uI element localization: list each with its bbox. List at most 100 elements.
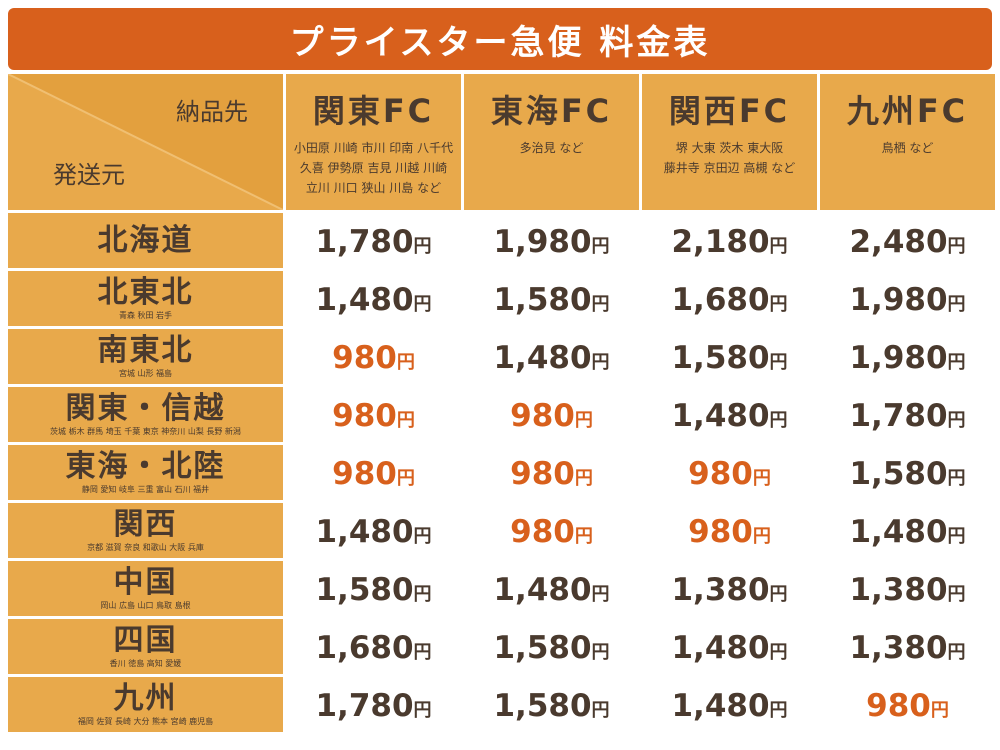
price-number: 1,580 [493,688,592,724]
price-value: 980円 [688,514,771,550]
price-number: 1,480 [671,398,770,434]
origin-header: 中国 岡山 広島 山口 鳥取 島根 [8,561,283,616]
currency-unit: 円 [591,236,610,257]
currency-unit: 円 [413,642,432,663]
currency-unit: 円 [947,410,966,431]
currency-unit: 円 [396,352,415,373]
price-cell: 1,780円 [286,677,461,732]
price-number: 980 [332,456,397,492]
price-value: 980円 [332,456,415,492]
destination-header: 関西FC 堺 大東 茨木 東大阪 藤井寺 京田辺 高槻 など [642,74,817,210]
currency-unit: 円 [752,468,771,489]
price-number: 980 [332,398,397,434]
price-value: 980円 [688,456,771,492]
price-value: 980円 [510,514,593,550]
price-value: 1,480円 [671,688,787,724]
currency-unit: 円 [413,526,432,547]
price-cell: 1,480円 [464,561,639,616]
origin-header: 九州 福岡 佐賀 長崎 大分 熊本 宮崎 鹿児島 [8,677,283,732]
price-value: 1,480円 [671,630,787,666]
price-number: 1,780 [315,224,414,260]
price-value: 1,580円 [671,340,787,376]
price-cell: 980円 [286,387,461,442]
price-value: 1,580円 [493,688,609,724]
price-cell: 1,380円 [820,619,995,674]
currency-unit: 円 [574,410,593,431]
price-number: 1,680 [315,630,414,666]
origin-prefectures: 青森 秋田 岩手 [118,311,173,320]
currency-unit: 円 [591,642,610,663]
price-cell: 1,480円 [286,271,461,326]
price-cell: 1,580円 [642,329,817,384]
price-cell: 1,380円 [820,561,995,616]
price-cell: 980円 [464,445,639,500]
corner-diagonal [8,74,283,210]
price-cell: 1,680円 [286,619,461,674]
price-number: 980 [332,340,397,376]
destination-areas: 堺 大東 茨木 東大阪 藤井寺 京田辺 高槻 など [663,141,796,175]
currency-unit: 円 [769,352,788,373]
currency-unit: 円 [591,294,610,315]
price-number: 980 [510,514,575,550]
currency-unit: 円 [591,700,610,721]
price-value: 1,380円 [671,572,787,608]
price-cell: 2,180円 [642,213,817,268]
origin-prefectures: 宮城 山形 福島 [118,369,173,378]
currency-unit: 円 [947,352,966,373]
price-cell: 1,580円 [464,677,639,732]
price-value: 1,780円 [315,688,431,724]
destination-name: 東海FC [490,92,613,130]
price-number: 2,480 [849,224,948,260]
price-number: 1,980 [493,224,592,260]
origin-header: 東海・北陸 静岡 愛知 岐阜 三重 富山 石川 福井 [8,445,283,500]
price-number: 1,980 [849,340,948,376]
currency-unit: 円 [396,468,415,489]
price-value: 2,180円 [671,224,787,260]
price-value: 1,480円 [315,282,431,318]
price-number: 1,380 [849,630,948,666]
currency-unit: 円 [947,468,966,489]
price-cell: 980円 [642,445,817,500]
price-cell: 1,580円 [286,561,461,616]
price-value: 1,780円 [315,224,431,260]
price-cell: 1,480円 [642,677,817,732]
price-value: 1,680円 [671,282,787,318]
price-cell: 1,780円 [820,387,995,442]
price-value: 1,580円 [493,630,609,666]
price-cell: 1,480円 [464,329,639,384]
price-value: 1,480円 [493,340,609,376]
origin-prefectures: 静岡 愛知 岐阜 三重 富山 石川 福井 [81,485,210,494]
price-cell: 980円 [286,329,461,384]
currency-unit: 円 [413,584,432,605]
price-value: 980円 [510,456,593,492]
price-cell: 980円 [286,445,461,500]
origin-name: 北海道 [97,222,194,258]
price-cell: 980円 [464,387,639,442]
currency-unit: 円 [591,352,610,373]
price-cell: 980円 [820,677,995,732]
price-value: 1,980円 [849,340,965,376]
origin-name: 東海・北陸 [65,449,226,484]
destination-areas: 鳥栖 など [881,141,934,155]
destination-header: 関東FC 小田原 川崎 市川 印南 八千代 久喜 伊勢原 吉見 川越 川崎 立川 … [286,74,461,210]
price-cell: 1,580円 [464,619,639,674]
price-value: 1,480円 [671,398,787,434]
currency-unit: 円 [574,526,593,547]
currency-unit: 円 [947,526,966,547]
price-number: 1,980 [849,282,948,318]
price-table: 納品先 発送元 関東FC 小田原 川崎 市川 印南 八千代 久喜 伊勢原 吉見 川… [8,74,995,750]
origin-header: 南東北 宮城 山形 福島 [8,329,283,384]
price-number: 1,580 [849,456,948,492]
destination-name: 九州FC [846,92,969,130]
page-title: プライスター急便 料金表 [8,8,992,70]
destination-areas: 多治見 など [519,141,584,155]
price-number: 1,780 [849,398,948,434]
origin-header: 関東・信越 茨城 栃木 群馬 埼玉 千葉 東京 神奈川 山梨 長野 新潟 [8,387,283,442]
price-value: 2,480円 [849,224,965,260]
currency-unit: 円 [769,410,788,431]
price-value: 1,480円 [315,514,431,550]
currency-unit: 円 [947,642,966,663]
currency-unit: 円 [591,584,610,605]
price-cell: 1,680円 [642,271,817,326]
currency-unit: 円 [769,642,788,663]
